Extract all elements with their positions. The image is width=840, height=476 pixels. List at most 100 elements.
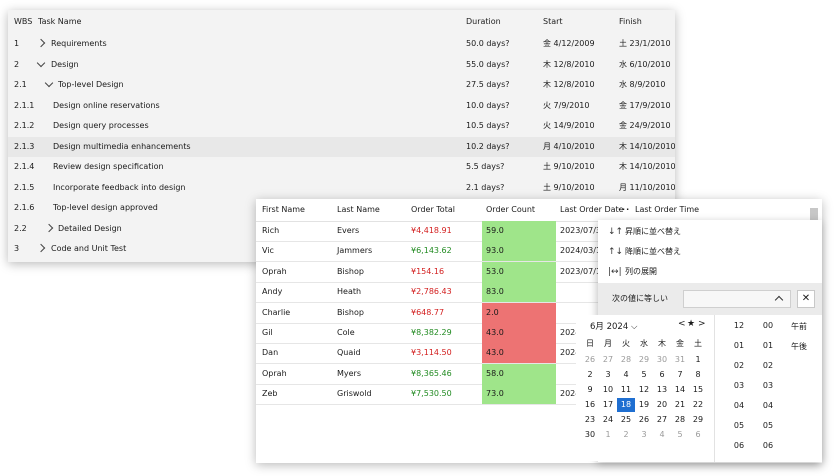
hour-option[interactable]: 05 [733, 421, 745, 430]
filter-value-combo[interactable] [683, 290, 791, 308]
table-row[interactable]: Andy Heath ¥2,786.43 83.0 [256, 282, 608, 304]
task-row[interactable]: 1 Requirements 50.0 days? 金 4/12/2009 土 23/1… [8, 34, 675, 54]
header-start[interactable]: Start [543, 17, 563, 26]
table-row[interactable]: Charlie Bishop ¥648.77 2.0 [256, 302, 608, 324]
minute-option[interactable]: 02 [762, 361, 774, 370]
minute-option[interactable]: 05 [762, 421, 774, 430]
header-finish[interactable]: Finish [619, 17, 642, 26]
minute-option[interactable]: 00 [762, 321, 774, 330]
minute-option[interactable]: 03 [762, 381, 774, 390]
task-row[interactable]: 2.1.1 Design online reservations 10.0 days… [8, 96, 675, 116]
calendar-day[interactable]: 28 [674, 415, 686, 424]
header-task-name[interactable]: Task Name [38, 17, 82, 26]
calendar-day[interactable]: 29 [638, 355, 650, 364]
hour-option[interactable]: 02 [733, 361, 745, 370]
task-row[interactable]: 2.2 Detailed Design [8, 219, 675, 239]
calendar-day[interactable]: 10 [602, 385, 614, 394]
previous-month-button[interactable]: < [678, 319, 686, 329]
calendar-day[interactable]: 24 [602, 415, 614, 424]
minute-option[interactable]: 04 [762, 401, 774, 410]
hour-option[interactable]: 01 [733, 341, 745, 350]
table-row[interactable]: Vic Jammers ¥6,143.62 93.0 2024/03/19 [256, 241, 608, 263]
calendar-day[interactable]: 25 [620, 415, 632, 424]
table-row[interactable]: Oprah Myers ¥8,365.46 58.0 [256, 363, 608, 385]
calendar-day[interactable]: 21 [674, 400, 686, 409]
calendar-day[interactable]: 3 [605, 370, 611, 379]
today-star-icon[interactable]: ★ [687, 319, 696, 329]
calendar-day[interactable]: 11 [620, 385, 632, 394]
calendar-day[interactable]: 5 [677, 430, 683, 439]
header-last-order-date[interactable]: Last Order Date [560, 205, 624, 214]
header-last-name[interactable]: Last Name [337, 205, 380, 214]
calendar-day[interactable]: 20 [656, 400, 668, 409]
task-row[interactable]: 2 Design 55.0 days? 木 12/8/2010 水 6/10/2010 [8, 55, 675, 75]
calendar-day[interactable]: 6 [695, 430, 701, 439]
header-last-order-time[interactable]: Last Order Time [635, 205, 700, 214]
calendar-day[interactable]: 4 [659, 430, 665, 439]
calendar-day[interactable]: 1 [605, 430, 611, 439]
chevron-down-icon[interactable] [44, 78, 54, 88]
table-row[interactable]: Rich Evers ¥4,418.91 59.0 2023/07/30 [256, 221, 608, 242]
menu-sort-ascending[interactable]: ↓↑ 昇順に並べ替え [598, 222, 822, 242]
header-order-total[interactable]: Order Total [411, 205, 455, 214]
hour-option[interactable]: 06 [733, 441, 745, 450]
chevron-right-icon[interactable] [36, 243, 46, 253]
calendar-day[interactable]: 26 [584, 355, 596, 364]
calendar-month-selector[interactable]: 6月 2024 ⌵ [590, 320, 637, 332]
hour-option[interactable]: 04 [733, 401, 745, 410]
calendar-day[interactable]: 7 [677, 370, 683, 379]
calendar-day[interactable]: 23 [584, 415, 596, 424]
header-wbs[interactable]: WBS [14, 17, 33, 26]
header-duration[interactable]: Duration [466, 17, 501, 26]
calendar-day[interactable]: 27 [602, 355, 614, 364]
task-row[interactable]: 2.1.2 Design query processes 10.5 days? 火 1… [8, 116, 675, 136]
calendar-day[interactable]: 13 [656, 385, 668, 394]
task-row[interactable]: 2.1.4 Review design specification 5.5 days… [8, 157, 676, 177]
chevron-right-icon[interactable] [44, 223, 54, 232]
calendar-day[interactable]: 3 [641, 430, 647, 439]
column-menu-button[interactable]: ··· [618, 205, 631, 214]
calendar-day[interactable]: 14 [674, 385, 686, 394]
hour-option[interactable]: 12 [733, 321, 745, 330]
calendar-day[interactable]: 4 [623, 370, 629, 379]
task-row[interactable]: 3 Code and Unit Test [8, 239, 675, 259]
minute-option[interactable]: 06 [762, 441, 774, 450]
calendar-day[interactable]: 19 [638, 400, 650, 409]
calendar-day[interactable]: 30 [584, 430, 596, 439]
calendar-day[interactable]: 1 [695, 355, 701, 364]
next-month-button[interactable]: > [698, 319, 706, 329]
ampm-option[interactable]: 午前 [791, 322, 807, 331]
menu-sort-descending[interactable]: ↑↓ 降順に並べ替え [598, 242, 822, 262]
hour-option[interactable]: 03 [733, 381, 745, 390]
calendar-day[interactable]: 5 [641, 370, 647, 379]
calendar-day[interactable]: 2 [587, 370, 593, 379]
close-button[interactable]: ✕ [797, 290, 815, 308]
table-row[interactable]: Zeb Griswold ¥7,530.50 73.0 2024/ [256, 384, 608, 406]
calendar-day[interactable]: 30 [656, 355, 668, 364]
task-row[interactable]: 2.1.5 Incorporate feedback into design 2.1… [8, 178, 676, 198]
calendar-day[interactable]: 9 [587, 385, 593, 394]
header-first-name[interactable]: First Name [262, 205, 305, 214]
calendar-day[interactable]: 27 [656, 415, 668, 424]
chevron-right-icon[interactable] [36, 38, 46, 48]
calendar-day[interactable]: 2 [623, 430, 629, 439]
header-order-count[interactable]: Order Count [486, 205, 536, 214]
calendar-day[interactable]: 22 [692, 400, 704, 409]
chevron-down-icon[interactable] [36, 58, 46, 67]
calendar-day[interactable]: 16 [584, 400, 596, 409]
table-row[interactable]: Gil Cole ¥8,382.29 43.0 2024/ [256, 323, 608, 344]
calendar-day[interactable]: 31 [674, 355, 686, 364]
scrollbar-thumb[interactable] [810, 208, 818, 222]
task-row[interactable]: 2.1.6 Top-level design approved [8, 198, 675, 218]
task-row[interactable]: 2.1 Top-level Design 27.5 days? 木 12/8/2010… [8, 75, 675, 95]
task-row[interactable]: 2.1.3 Design multimedia enhancements 10.2 … [8, 136, 676, 157]
calendar-day[interactable]: 12 [638, 385, 650, 394]
calendar-day[interactable]: 6 [659, 370, 665, 379]
calendar-day[interactable]: 15 [692, 385, 704, 394]
ampm-option[interactable]: 午後 [791, 342, 807, 351]
table-row[interactable]: Oprah Bishop ¥154.16 53.0 2023/07/16 [256, 261, 608, 283]
calendar-day[interactable]: 17 [602, 400, 614, 409]
calendar-day[interactable]: 26 [638, 415, 650, 424]
calendar-day[interactable]: 8 [695, 370, 701, 379]
minute-option[interactable]: 01 [762, 341, 774, 350]
